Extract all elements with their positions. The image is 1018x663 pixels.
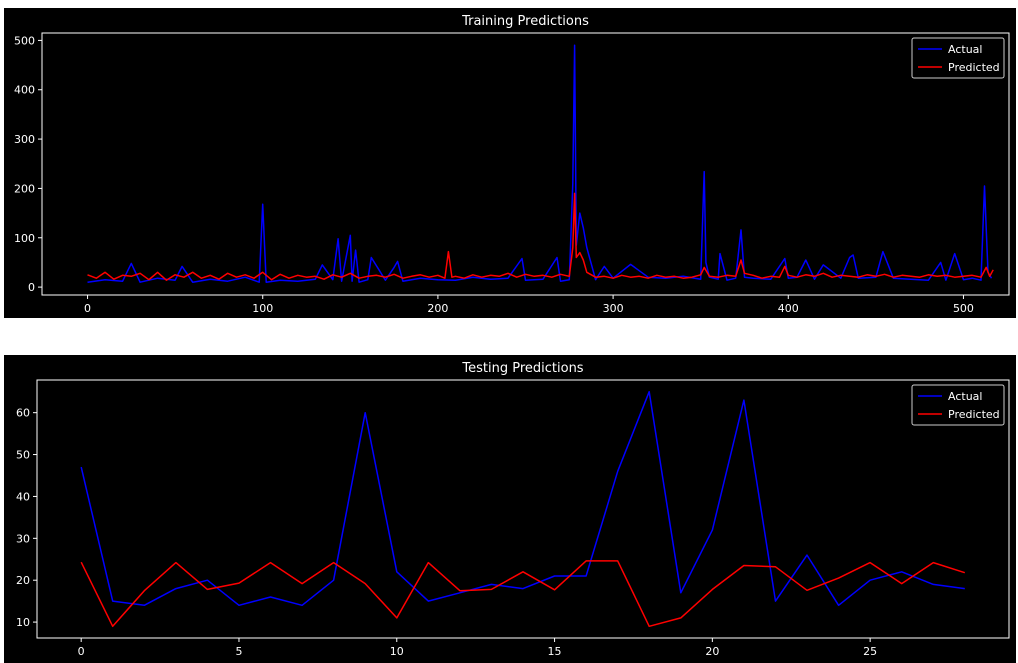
y-tick-label: 500 [14,34,35,47]
x-tick-label: 300 [603,302,624,315]
testing-chart: Testing Predictions 10 20 30 40 50 60 0 5 10 15 20 2… [16,361,1010,658]
training-chart: Training Predictions 0 100 200 300 400 500 0 100… [14,14,1010,315]
series-line-actual [80,390,965,607]
y-tick-label: 60 [16,407,30,420]
x-tick-label: 15 [548,645,562,658]
chart-title: Training Predictions [461,14,589,29]
x-tick-label: 5 [235,645,242,658]
series-line-predicted [87,192,994,281]
y-tick-label: 50 [16,449,30,462]
legend-label: Predicted [948,61,1000,74]
y-tick-label: 0 [28,281,35,294]
y-tick-label: 400 [14,84,35,97]
legend-label: Predicted [948,408,1000,421]
legend-box [911,384,1005,426]
y-tick-label: 30 [16,532,30,545]
chart-title: Testing Predictions [461,361,583,376]
y-tick-label: 100 [14,232,35,245]
plot-frame [36,379,1010,639]
series-line-actual [87,44,993,283]
x-tick-label: 100 [252,302,273,315]
legend-label: Actual [948,390,982,403]
x-tick-label: 25 [863,645,877,658]
x-tick-label: 0 [84,302,91,315]
training-chart-panel: Training Predictions 0 100 200 300 400 500 0 100… [4,8,1016,318]
y-tick-label: 40 [16,490,30,503]
x-tick-label: 400 [778,302,799,315]
plot-frame [41,32,1010,296]
y-tick-label: 10 [16,616,30,629]
legend-box [911,37,1005,79]
y-tick-label: 20 [16,574,30,587]
x-tick-label: 10 [390,645,404,658]
x-tick-label: 20 [705,645,719,658]
y-tick-label: 200 [14,182,35,195]
x-tick-label: 200 [427,302,448,315]
x-tick-label: 500 [953,302,974,315]
legend-label: Actual [948,43,982,56]
series-line-predicted [80,560,966,628]
testing-chart-panel: Testing Predictions 10 20 30 40 50 60 0 5 10 15 20 2… [4,355,1016,663]
x-tick-label: 0 [78,645,85,658]
y-tick-label: 300 [14,133,35,146]
